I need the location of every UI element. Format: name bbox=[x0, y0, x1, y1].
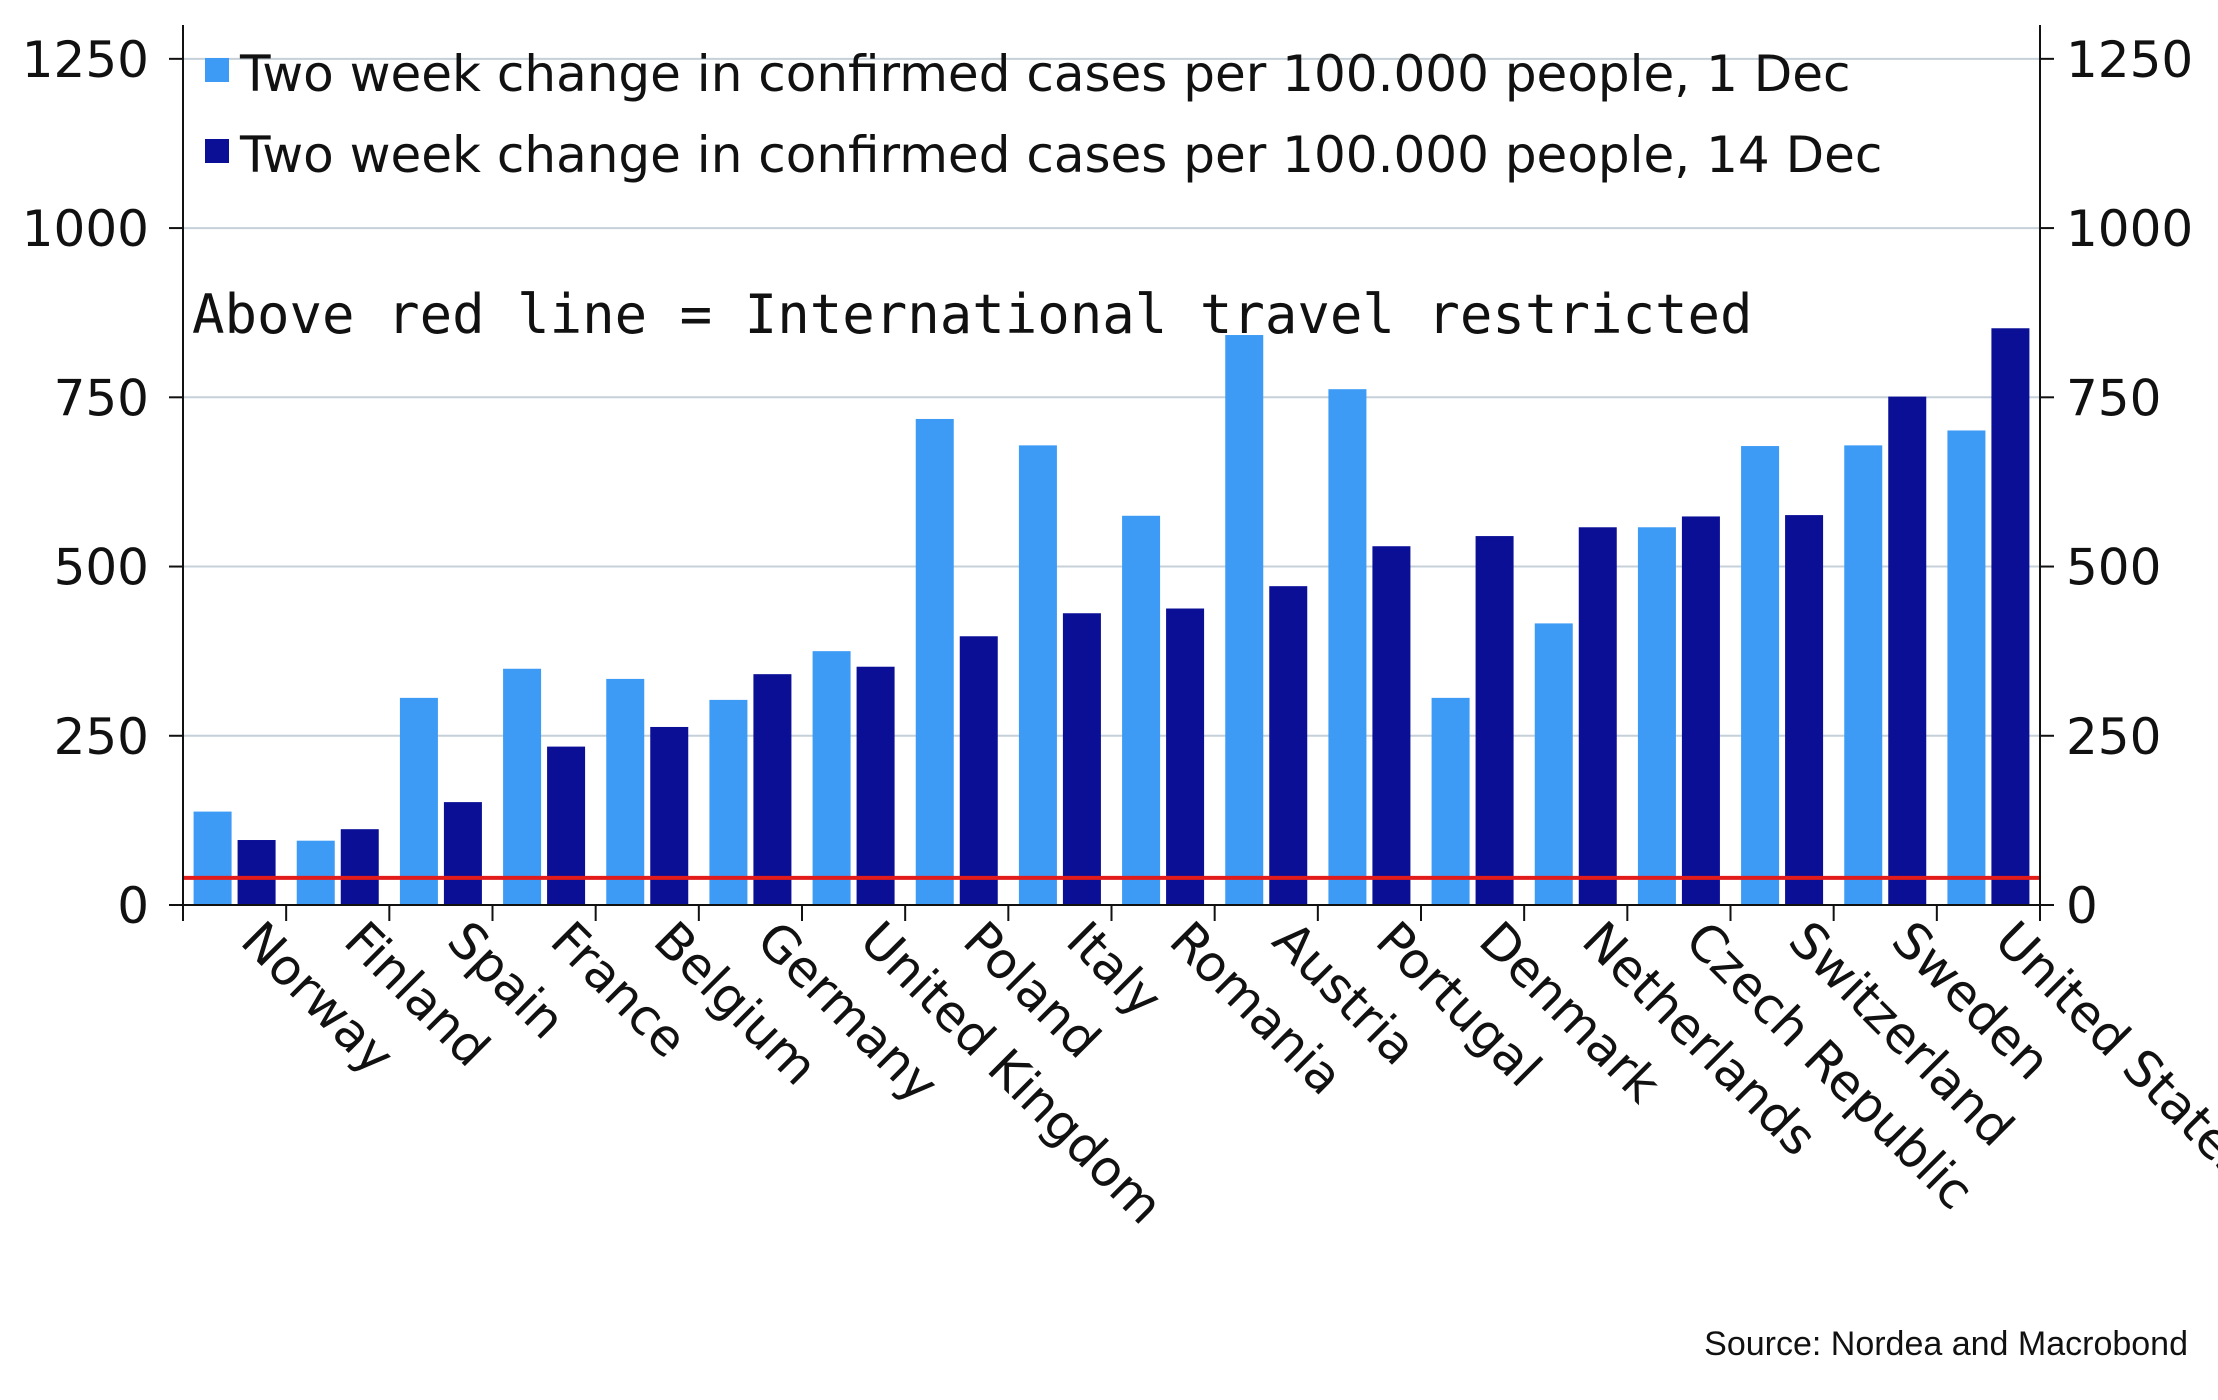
bar-netherlands-1-dec bbox=[1534, 623, 1573, 905]
annotation-text: Above red line = International travel re… bbox=[192, 283, 1753, 346]
bar-france-1-dec bbox=[503, 668, 542, 905]
left-tick-label-500: 500 bbox=[54, 539, 149, 597]
right-axis-ticks: 0 250 500 750 1000 1250 bbox=[2040, 31, 2193, 935]
bar-portugal-14-dec bbox=[1372, 546, 1411, 905]
legend-label-1-dec: Two week change in confirmed cases per 1… bbox=[239, 45, 1851, 103]
bar-poland-14-dec bbox=[959, 636, 998, 905]
bar-spain-14-dec bbox=[443, 802, 482, 905]
right-tick-label-500: 500 bbox=[2066, 539, 2161, 597]
legend-label-14-dec: Two week change in confirmed cases per 1… bbox=[239, 126, 1882, 184]
legend-swatch-14-dec bbox=[205, 139, 229, 163]
bar-united-states-14-dec bbox=[1991, 328, 2030, 905]
bar-belgium-1-dec bbox=[606, 678, 645, 905]
bars-group bbox=[193, 328, 2030, 906]
bar-sweden-1-dec bbox=[1844, 445, 1883, 905]
bar-czech-republic-14-dec bbox=[1681, 516, 1720, 905]
bar-finland-1-dec bbox=[296, 840, 335, 905]
grid-lines bbox=[183, 57, 2040, 737]
right-tick-label-1000: 1000 bbox=[2066, 200, 2193, 258]
left-axis-ticks: 0 250 500 750 1000 1250 bbox=[22, 31, 183, 935]
category-labels: NorwayFinlandSpainFranceBelgiumGermanyUn… bbox=[230, 910, 2218, 1235]
bar-austria-14-dec bbox=[1269, 586, 1308, 905]
source-text: Source: Nordea and Macrobond bbox=[1704, 1325, 2188, 1363]
bar-romania-1-dec bbox=[1122, 515, 1161, 905]
bar-switzerland-1-dec bbox=[1741, 446, 1780, 905]
legend: Two week change in confirmed cases per 1… bbox=[205, 45, 1882, 184]
left-tick-label-250: 250 bbox=[54, 708, 149, 766]
bar-portugal-1-dec bbox=[1328, 389, 1367, 906]
bar-germany-1-dec bbox=[709, 699, 748, 905]
bar-denmark-14-dec bbox=[1475, 536, 1514, 905]
left-tick-label-0: 0 bbox=[117, 877, 149, 935]
left-tick-label-1000: 1000 bbox=[22, 200, 149, 258]
bar-poland-1-dec bbox=[915, 418, 954, 905]
bar-austria-1-dec bbox=[1225, 335, 1264, 905]
legend-swatch-1-dec bbox=[205, 58, 229, 82]
bar-romania-14-dec bbox=[1166, 608, 1205, 905]
bar-sweden-14-dec bbox=[1888, 396, 1927, 905]
bar-finland-14-dec bbox=[340, 829, 379, 905]
bar-czech-republic-1-dec bbox=[1637, 527, 1676, 905]
right-tick-label-0: 0 bbox=[2066, 877, 2098, 935]
axes bbox=[182, 25, 2041, 921]
bar-united-kingdom-14-dec bbox=[856, 666, 895, 905]
bar-spain-1-dec bbox=[399, 697, 438, 905]
bar-germany-14-dec bbox=[753, 674, 792, 905]
bar-netherlands-14-dec bbox=[1578, 527, 1617, 905]
right-tick-label-250: 250 bbox=[2066, 708, 2161, 766]
bar-france-14-dec bbox=[547, 746, 586, 905]
right-tick-label-1250: 1250 bbox=[2066, 31, 2193, 89]
bar-norway-1-dec bbox=[193, 811, 232, 905]
bar-switzerland-14-dec bbox=[1785, 515, 1824, 905]
left-tick-label-750: 750 bbox=[54, 369, 149, 427]
left-tick-label-1250: 1250 bbox=[22, 31, 149, 89]
bar-norway-14-dec bbox=[237, 840, 276, 905]
bar-united-kingdom-1-dec bbox=[812, 651, 851, 905]
right-tick-label-750: 750 bbox=[2066, 369, 2161, 427]
bar-denmark-1-dec bbox=[1431, 697, 1470, 905]
bar-belgium-14-dec bbox=[650, 726, 689, 905]
bar-united-states-1-dec bbox=[1947, 430, 1986, 905]
bar-italy-14-dec bbox=[1062, 613, 1101, 905]
bar-italy-1-dec bbox=[1018, 445, 1057, 905]
